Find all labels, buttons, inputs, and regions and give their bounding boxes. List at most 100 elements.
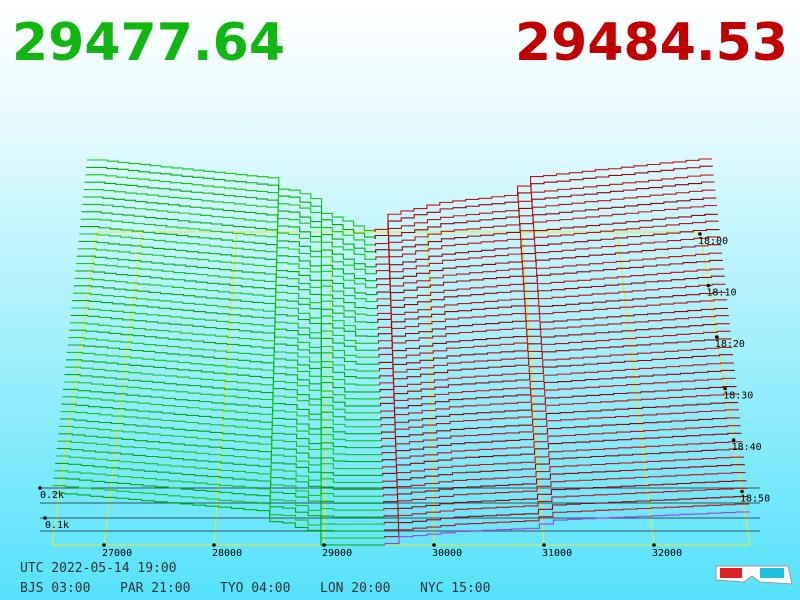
ask-depth-line xyxy=(382,456,745,497)
bid-depth-line xyxy=(87,159,376,232)
price-grid-line xyxy=(103,231,143,546)
bid-depth-line xyxy=(55,462,385,518)
ask-depth-line xyxy=(383,480,747,518)
depth-lines xyxy=(52,158,750,546)
bid-depth-line xyxy=(83,196,377,268)
price-label: 30000 xyxy=(432,548,462,559)
bid-depth-line xyxy=(62,388,382,449)
bid-depth-line xyxy=(54,470,385,525)
ask-depth-line xyxy=(376,244,722,309)
ask-depth-line xyxy=(380,354,734,406)
time-label: 18:30 xyxy=(723,391,753,402)
timezone-label: LON 20:00 xyxy=(320,581,390,596)
ask-depth-line xyxy=(380,386,737,434)
ask-depth-line xyxy=(379,323,730,379)
ask-depth-line xyxy=(384,496,749,532)
depth-tick xyxy=(38,486,42,490)
bid-depth-line xyxy=(80,218,377,289)
bid-depth-line xyxy=(66,359,381,421)
ask-depth-line xyxy=(374,165,713,239)
ask-depth-line xyxy=(384,511,750,545)
bid-depth-line xyxy=(55,455,384,511)
ask-depth-line xyxy=(375,181,715,253)
bid-depth-line xyxy=(86,166,376,239)
bid-depth-line xyxy=(57,440,384,497)
ask-depth-line xyxy=(376,236,721,302)
time-label: 18:40 xyxy=(732,442,762,453)
ask-depth-line xyxy=(378,283,726,344)
ask-depth-line xyxy=(376,229,720,295)
time-tick xyxy=(698,232,702,236)
ask-depth-line xyxy=(383,487,748,525)
price-tick xyxy=(212,543,216,547)
price-label: 27000 xyxy=(102,548,132,559)
bid-depth-line xyxy=(64,374,382,435)
price-tick xyxy=(542,543,546,547)
ask-depth-line xyxy=(381,417,740,462)
ask-depth-line xyxy=(379,346,733,399)
ask-depth-line xyxy=(382,425,741,469)
price-grid-line xyxy=(323,231,333,546)
bid-depth-line xyxy=(66,351,381,414)
bid-depth-line xyxy=(75,270,379,337)
bid-depth-line xyxy=(69,329,381,393)
bid-depth-line xyxy=(52,492,385,546)
bid-depth-line xyxy=(63,381,382,442)
price-label: 28000 xyxy=(212,548,242,559)
bid-depth-line xyxy=(80,226,377,296)
utc-time: UTC 2022-05-14 19:00 xyxy=(20,561,177,576)
ask-price: 29484.53 xyxy=(515,13,788,73)
timezone-label: BJS 03:00 xyxy=(20,581,90,596)
bid-depth-line xyxy=(76,255,378,323)
ask-depth-line xyxy=(378,291,727,351)
price-label: 31000 xyxy=(542,548,572,559)
ask-depth-line xyxy=(381,409,740,455)
ask-depth-line xyxy=(381,393,738,441)
depth-label: 0.2k xyxy=(40,490,64,501)
ask-depth-line xyxy=(380,362,734,413)
bid-depth-line xyxy=(83,189,377,260)
time-label: 18:00 xyxy=(698,236,728,247)
ask-depth-line xyxy=(375,204,718,274)
price-tick xyxy=(102,543,106,547)
time-label: 18:50 xyxy=(740,494,770,505)
time-tick xyxy=(706,283,711,288)
time-label: 18:20 xyxy=(715,339,745,350)
ask-depth-line xyxy=(377,275,725,337)
bid-depth-line xyxy=(84,181,377,253)
ask-depth-line xyxy=(374,174,714,246)
bid-depth-line xyxy=(59,418,383,476)
timezone-label: NYC 15:00 xyxy=(420,581,490,596)
bid-depth-line xyxy=(58,433,384,490)
time-tick xyxy=(740,489,744,494)
bid-depth-line xyxy=(82,203,377,275)
bid-depth-line xyxy=(62,396,383,456)
bid-depth-line xyxy=(61,403,383,463)
ask-depth-line xyxy=(379,330,731,386)
timezone-label: TYO 04:00 xyxy=(220,581,290,596)
depth-tick xyxy=(43,516,47,520)
price-label: 29000 xyxy=(322,548,352,559)
ask-depth-line xyxy=(384,503,750,539)
ask-depth-line xyxy=(380,369,735,420)
ask-depth-line xyxy=(377,252,723,316)
bid-depth-line xyxy=(60,411,383,470)
timezone-label: PAR 21:00 xyxy=(120,581,190,596)
ask-depth-line xyxy=(378,307,729,365)
ask-depth-line xyxy=(375,189,716,260)
price-tick xyxy=(322,543,326,547)
ask-depth-line xyxy=(383,471,746,511)
price-tick xyxy=(652,543,656,547)
axis-labels: 27000 28000 29000 30000 31000 32000 0.2k 0.1k 18… xyxy=(38,232,770,559)
bid-price: 29477.64 xyxy=(12,13,285,73)
ask-depth-line xyxy=(374,158,712,232)
time-label: 18:10 xyxy=(706,288,736,299)
ask-depth-line xyxy=(382,432,742,476)
price-tick xyxy=(432,543,436,547)
ask-depth-line xyxy=(380,377,736,427)
price-grid-line xyxy=(213,231,238,546)
time-tick xyxy=(731,438,736,442)
ask-depth-line xyxy=(376,220,719,288)
bid-depth-line xyxy=(53,477,385,532)
